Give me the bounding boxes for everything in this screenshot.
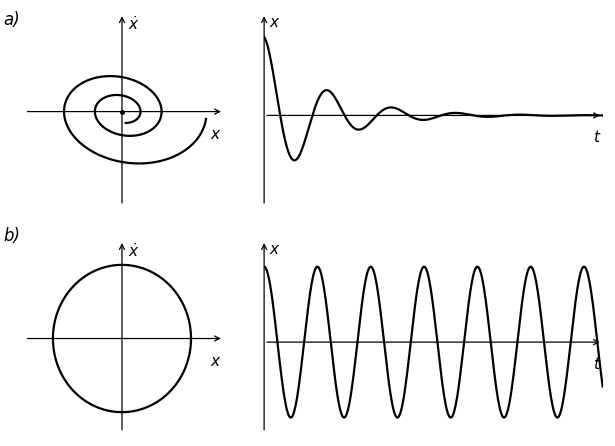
Text: $\dot{x}$: $\dot{x}$ — [128, 242, 140, 260]
Text: $t$: $t$ — [593, 355, 601, 372]
Text: $\dot{x}$: $\dot{x}$ — [128, 15, 140, 33]
Text: $x$: $x$ — [210, 127, 222, 142]
Text: $x$: $x$ — [269, 242, 280, 257]
Text: $x$: $x$ — [210, 354, 222, 369]
Text: $t$: $t$ — [593, 129, 601, 145]
Text: a): a) — [3, 11, 20, 29]
Text: b): b) — [3, 227, 20, 245]
Text: $x$: $x$ — [269, 15, 280, 30]
